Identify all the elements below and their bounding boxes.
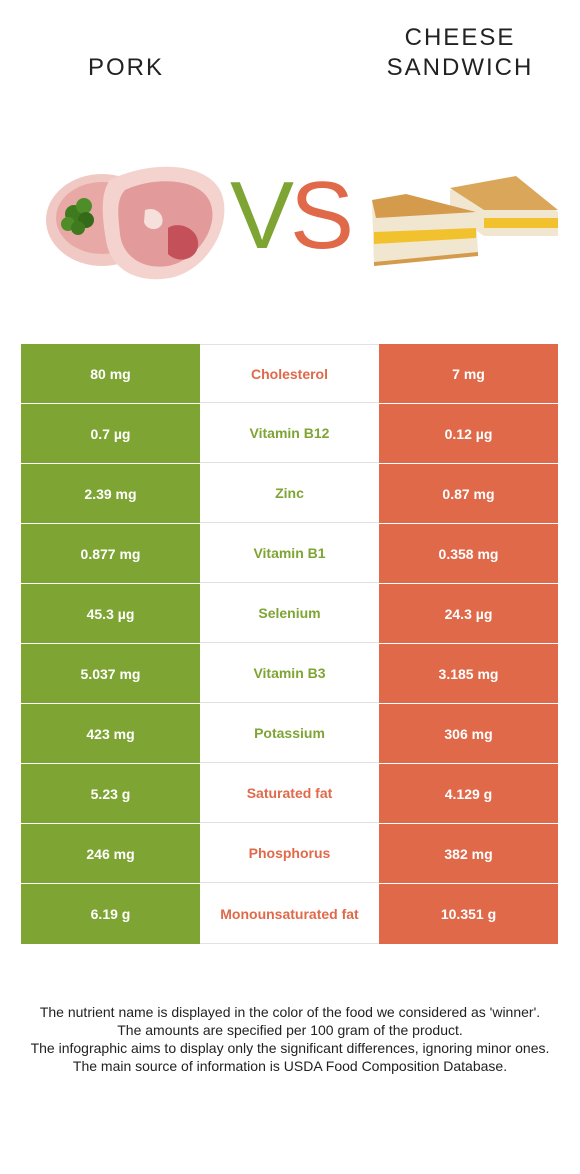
- table-row: 2.39 mg Zinc 0.87 mg: [21, 464, 558, 524]
- table-row: 423 mg Potassium 306 mg: [21, 704, 558, 764]
- cheese-sandwich-value: 24.3 µg: [379, 584, 558, 643]
- cheese-sandwich-value: 10.351 g: [379, 884, 558, 944]
- food-title-left: PORK: [87, 54, 164, 81]
- food-title-right: CHEESE SANDWICH: [360, 23, 560, 83]
- table-row: 45.3 µg Selenium 24.3 µg: [21, 584, 558, 644]
- nutrient-name: Zinc: [200, 464, 379, 523]
- pork-value: 0.877 mg: [21, 524, 200, 583]
- table-row: 6.19 g Monounsaturated fat 10.351 g: [21, 884, 558, 944]
- table-row: 0.7 µg Vitamin B12 0.12 µg: [21, 404, 558, 464]
- pork-value: 2.39 mg: [21, 464, 200, 523]
- pork-value: 5.037 mg: [21, 644, 200, 703]
- cheese-sandwich-value: 0.358 mg: [379, 524, 558, 583]
- vs-letter-v: V: [230, 162, 294, 260]
- nutrient-name: Cholesterol: [200, 344, 379, 403]
- table-row: 5.23 g Saturated fat 4.129 g: [21, 764, 558, 824]
- table-row: 80 mg Cholesterol 7 mg: [21, 344, 558, 404]
- cheese-sandwich-value: 306 mg: [379, 704, 558, 763]
- footnote-differences-note: The infographic aims to display only the…: [30, 1040, 550, 1056]
- grilled-cheese-sandwich-icon: [372, 176, 558, 266]
- nutrient-name: Selenium: [200, 584, 379, 643]
- table-row: 5.037 mg Vitamin B3 3.185 mg: [21, 644, 558, 704]
- nutrient-name: Monounsaturated fat: [200, 884, 379, 944]
- cheese-sandwich-value: 3.185 mg: [379, 644, 558, 703]
- nutrient-name: Vitamin B1: [200, 524, 379, 583]
- pork-value: 246 mg: [21, 824, 200, 883]
- food-title-right-line2: SANDWICH: [386, 54, 534, 81]
- cheese-sandwich-value: 7 mg: [379, 344, 558, 403]
- pork-value: 80 mg: [21, 344, 200, 403]
- cheese-sandwich-value: 4.129 g: [379, 764, 558, 823]
- pork-chop-icon: [46, 166, 225, 280]
- table-row: 0.877 mg Vitamin B1 0.358 mg: [21, 524, 558, 584]
- food-title-right-line1: CHEESE: [404, 24, 516, 51]
- pork-value: 6.19 g: [21, 884, 200, 944]
- vs-label: V S: [230, 162, 354, 260]
- cheese-sandwich-value: 382 mg: [379, 824, 558, 883]
- nutrient-name: Vitamin B3: [200, 644, 379, 703]
- cheese-sandwich-value: 0.12 µg: [379, 404, 558, 463]
- pork-value: 0.7 µg: [21, 404, 200, 463]
- nutrient-name: Vitamin B12: [200, 404, 379, 463]
- footnote-winner-note: The nutrient name is displayed in the co…: [39, 1004, 541, 1020]
- pork-value: 45.3 µg: [21, 584, 200, 643]
- pork-value: 423 mg: [21, 704, 200, 763]
- pork-value: 5.23 g: [21, 764, 200, 823]
- table-row: 246 mg Phosphorus 382 mg: [21, 824, 558, 884]
- nutrient-name: Phosphorus: [200, 824, 379, 883]
- nutrient-name: Potassium: [200, 704, 379, 763]
- vs-letter-s: S: [290, 162, 354, 260]
- footnote-amounts-note: The amounts are specified per 100 gram o…: [117, 1022, 463, 1038]
- footnote: The nutrient name is displayed in the co…: [20, 1003, 560, 1075]
- nutrient-name: Saturated fat: [200, 764, 379, 823]
- cheese-sandwich-value: 0.87 mg: [379, 464, 558, 523]
- nutrient-comparison-table: 80 mg Cholesterol 7 mg 0.7 µg Vitamin B1…: [21, 344, 558, 944]
- footnote-source-note: The main source of information is USDA F…: [72, 1058, 508, 1074]
